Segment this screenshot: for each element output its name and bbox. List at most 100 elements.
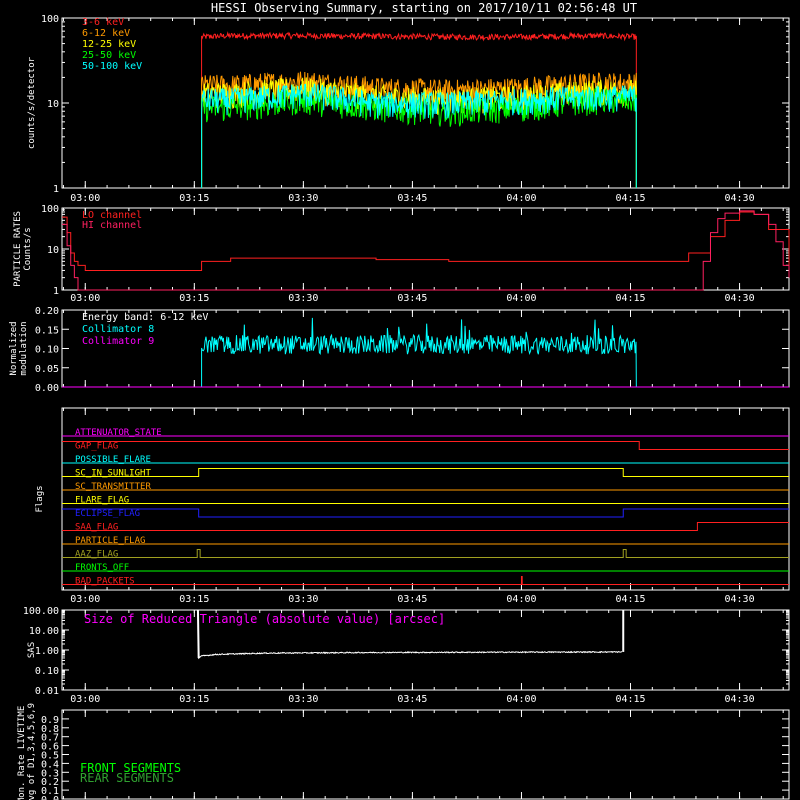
- legend-entry: Collimator 9: [82, 336, 154, 347]
- panel-livetime: [61, 709, 790, 800]
- flag-line-sc-in-sunlight: [62, 468, 789, 477]
- series-line-reduced-triangle: [198, 650, 623, 660]
- panel-sas: [61, 609, 790, 691]
- legend-entry: HI channel: [82, 220, 142, 231]
- x-tick-label: 03:15: [179, 193, 209, 204]
- x-tick-label: 04:15: [615, 694, 645, 705]
- y-tick-label: 0.4: [41, 759, 59, 770]
- y-tick-label: 100.00: [23, 606, 59, 617]
- series-line-HI-channel: [62, 210, 790, 291]
- x-tick-label: 03:30: [288, 193, 318, 204]
- y-tick-label: 0.9: [41, 715, 59, 726]
- y-tick-label: 0.3: [41, 768, 59, 779]
- panel-modulation: [61, 309, 790, 388]
- y-axis-label: Counts/s: [23, 227, 33, 270]
- panel-frame: [61, 709, 790, 800]
- y-tick-label: 1: [53, 286, 59, 297]
- series-line-3-6-keV: [201, 31, 637, 188]
- y-tick-label: 100: [41, 204, 59, 215]
- sas-annotation: Size of Reduced Triangle (absolute value…: [84, 612, 445, 626]
- panel-particle-rates: [61, 207, 790, 291]
- x-tick-label: 04:00: [506, 193, 536, 204]
- x-tick-label: 03:15: [179, 594, 209, 605]
- y-tick-label: 0.20: [35, 306, 59, 317]
- y-axis-label: Mon. Rate LIVETIME: [17, 706, 27, 800]
- flag-line-eclipse-flag: [62, 508, 789, 518]
- y-tick-label: 100: [41, 14, 59, 25]
- panel-flags: [61, 407, 790, 591]
- flag-label: AAZ_FLAG: [75, 550, 118, 560]
- y-tick-label: 0.10: [35, 345, 59, 356]
- sas-spike: [196, 609, 200, 658]
- x-tick-label: 03:00: [70, 193, 100, 204]
- flag-label: BAD_PACKETS: [75, 577, 135, 587]
- legend-entry: 25-50 keV: [82, 50, 136, 61]
- flag-label: PARTICLE_FLAG: [75, 536, 145, 546]
- x-tick-label: 04:00: [506, 694, 536, 705]
- x-tick-label: 03:15: [179, 293, 209, 304]
- series-line-collimator-8: [201, 317, 637, 388]
- flag-line-aaz-flag: [62, 549, 789, 558]
- legend-entry: FRONT SEGMENTS: [80, 761, 181, 775]
- flag-label: ATTENUATOR_STATE: [75, 428, 162, 438]
- flag-label: GAP_FLAG: [75, 442, 118, 452]
- x-tick-label: 04:30: [725, 293, 755, 304]
- x-tick-label: 03:45: [397, 293, 427, 304]
- y-tick-label: 0.00: [35, 383, 59, 394]
- y-tick-label: 0.6: [41, 742, 59, 753]
- x-tick-label: 03:30: [288, 293, 318, 304]
- x-tick-label: 04:15: [615, 293, 645, 304]
- y-tick-label: 0.10: [35, 666, 59, 677]
- legend-entry: REAR SEGMENTS: [80, 771, 174, 785]
- flag-line-saa-flag: [62, 522, 789, 531]
- y-tick-label: 0.5: [41, 751, 59, 762]
- y-axis-label: SAS: [27, 642, 37, 658]
- x-tick-label: 04:30: [725, 594, 755, 605]
- y-axis-label: modulation: [19, 321, 29, 375]
- y-axis-label: avg of D1,3,4,5,6,9: [27, 703, 37, 800]
- x-tick-label: 03:15: [179, 694, 209, 705]
- x-tick-label: 04:00: [506, 293, 536, 304]
- flag-label: SC_IN_SUNLIGHT: [75, 469, 151, 479]
- x-tick-label: 03:30: [288, 694, 318, 705]
- legend-entry: 6-12 keV: [82, 28, 130, 39]
- y-tick-label: 0.05: [35, 364, 59, 375]
- y-axis-label: counts/s/detector: [27, 56, 37, 149]
- y-tick-label: 0.1: [41, 786, 59, 797]
- x-tick-label: 04:30: [725, 193, 755, 204]
- y-tick-label: 1.00: [35, 646, 59, 657]
- x-tick-label: 04:00: [506, 594, 536, 605]
- panel-frame: [61, 407, 790, 591]
- y-tick-label: 0.15: [35, 325, 59, 336]
- chart-title: HESSI Observing Summary, starting on 201…: [211, 1, 637, 15]
- y-tick-label: 10: [47, 245, 59, 256]
- flag-label: ECLIPSE_FLAG: [75, 509, 140, 519]
- x-tick-label: 03:00: [70, 594, 100, 605]
- y-tick-label: 1: [53, 184, 59, 195]
- x-tick-label: 03:00: [70, 293, 100, 304]
- y-tick-label: 0.0: [41, 795, 59, 800]
- series-line-6-12-keV: [201, 71, 637, 188]
- flag-label: SAA_FLAG: [75, 523, 118, 533]
- x-tick-label: 03:45: [397, 594, 427, 605]
- legend-entry: LO channel: [82, 210, 142, 221]
- flag-label: SC_TRANSMITTER: [75, 482, 151, 492]
- x-tick-label: 03:00: [70, 694, 100, 705]
- x-tick-label: 04:15: [615, 594, 645, 605]
- series-line-50-100-keV: [201, 83, 637, 188]
- legend-entry: 12-25 keV: [82, 39, 136, 50]
- x-tick-label: 04:30: [725, 694, 755, 705]
- flag-label: FRONTS_OFF: [75, 563, 129, 573]
- y-tick-label: 0.7: [41, 733, 59, 744]
- y-tick-label: 10: [47, 99, 59, 110]
- flag-label: FLARE_FLAG: [75, 496, 129, 506]
- y-tick-label: 0.01: [35, 686, 59, 697]
- y-axis-label: Flags: [35, 485, 45, 512]
- y-tick-label: 0.2: [41, 777, 59, 788]
- flag-line-gap-flag: [62, 441, 789, 450]
- legend-entry: 50-100 keV: [82, 61, 142, 72]
- panel-frame: [61, 207, 790, 291]
- panel-count-rates: [61, 17, 790, 189]
- legend-entry: Collimator 8: [82, 324, 154, 335]
